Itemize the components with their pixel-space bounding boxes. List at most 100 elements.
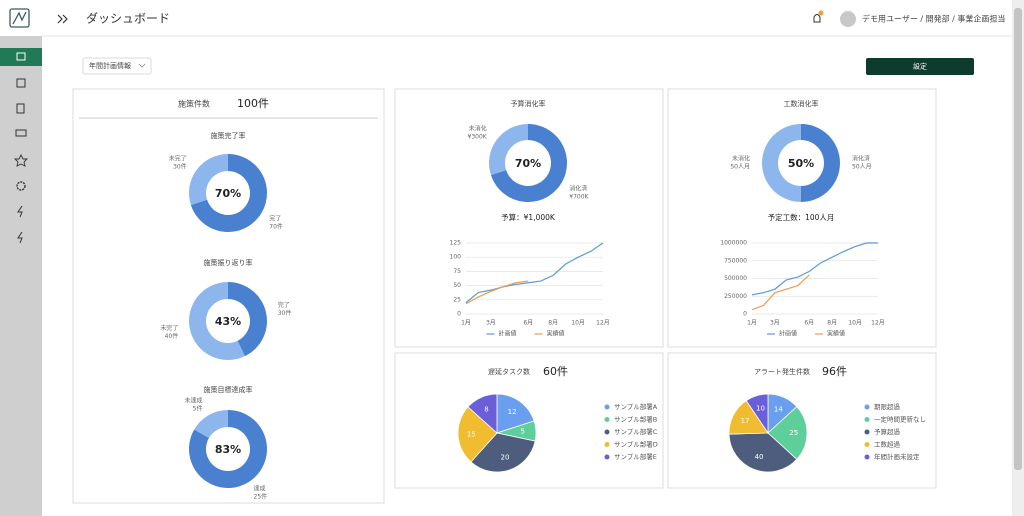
expand-icon[interactable] xyxy=(57,14,68,24)
panel-subtitle: 予算：¥1,000K xyxy=(501,212,556,222)
panel-total: 100件 xyxy=(237,97,269,110)
segment-name: 未完了 xyxy=(169,155,187,163)
segment-label: 50人月 xyxy=(730,164,750,171)
line-series xyxy=(465,242,604,304)
donut-segment xyxy=(194,410,228,438)
y-tick-label: 25 xyxy=(453,296,461,303)
segment-label: 30件 xyxy=(278,309,292,317)
nav-icon[interactable] xyxy=(17,231,23,244)
bell-icon[interactable] xyxy=(813,14,821,23)
x-tick-label: 10月 xyxy=(848,320,862,327)
segment-name: 未完了 xyxy=(160,324,178,332)
segment-label: 5件 xyxy=(193,404,203,412)
x-tick-label: 12月 xyxy=(596,320,610,327)
y-tick-label: 250000 xyxy=(724,293,747,300)
panel-title: 遅延タスク数 xyxy=(488,367,530,376)
notification-badge xyxy=(818,10,824,16)
legend-label: サンプル部署E xyxy=(614,452,657,461)
legend-label: 実績値 xyxy=(827,330,845,338)
legend-dot xyxy=(864,404,870,410)
legend-label: サンプル部署C xyxy=(614,427,658,436)
panel-total: 60件 xyxy=(543,365,568,378)
segment-name: 完了 xyxy=(278,301,290,309)
segment-name: 達成 xyxy=(254,485,266,493)
select-box[interactable] xyxy=(82,57,152,75)
donut-center: 83% xyxy=(215,443,241,456)
donut-center: 70% xyxy=(215,187,241,200)
panel-title: 施策件数 xyxy=(178,99,210,109)
select-chevron xyxy=(138,63,146,68)
y-tick-label: 100 xyxy=(450,254,462,261)
y-tick-label: 0 xyxy=(457,311,461,318)
x-tick-label: 10月 xyxy=(571,320,585,327)
legend-label: 実績値 xyxy=(547,330,565,338)
nav-icon[interactable] xyxy=(13,153,29,167)
panel-total: 96件 xyxy=(822,365,847,378)
slice-label: 14 xyxy=(774,405,783,413)
segment-name: 未消化 xyxy=(469,125,487,133)
legend-label: サンプル部署B xyxy=(614,415,657,424)
logo-mark xyxy=(12,11,27,25)
user-info: デモ用ユーザー / 開発部 / 事業企画担当 xyxy=(862,14,1005,24)
pie-slice xyxy=(496,393,535,434)
nav-active[interactable] xyxy=(0,48,42,66)
logo[interactable] xyxy=(9,8,30,28)
legend-dot xyxy=(864,429,870,435)
donut-center: 70% xyxy=(515,157,541,170)
slice-label: 5 xyxy=(520,428,524,436)
line-series xyxy=(751,242,878,296)
legend-label: 年間計画未設定 xyxy=(874,452,920,461)
slice-label: 40 xyxy=(755,453,764,461)
nav-icon[interactable] xyxy=(17,205,23,218)
slice-label: 12 xyxy=(508,408,517,416)
nav-icon[interactable] xyxy=(16,78,26,88)
legend-dot xyxy=(864,442,870,447)
donut-segment xyxy=(762,124,801,202)
y-tick-label: 0 xyxy=(743,311,747,318)
slice-label: 8 xyxy=(484,405,488,413)
x-tick-label: 3月 xyxy=(486,320,496,327)
legend-label: サンプル部署A xyxy=(614,402,658,411)
legend-label: サンプル部署D xyxy=(614,440,658,449)
y-tick-label: 750000 xyxy=(724,257,747,264)
donut-segment xyxy=(228,282,267,357)
line-series xyxy=(751,274,810,311)
scrollbar-thumb[interactable] xyxy=(1014,8,1022,470)
x-tick-label: 6月 xyxy=(804,320,814,327)
segment-label: ¥700K xyxy=(569,193,589,200)
donut-center: 43% xyxy=(215,315,241,328)
settings-button[interactable] xyxy=(866,58,974,75)
segment-label: 70件 xyxy=(269,222,283,230)
panel-subtitle: 予定工数：100人月 xyxy=(768,212,835,222)
donut-title: 施策目標達成率 xyxy=(204,385,253,394)
settings-button-label: 設定 xyxy=(913,62,927,71)
nav-icon[interactable] xyxy=(15,129,27,137)
donut-segment xyxy=(490,124,567,203)
slice-label: 17 xyxy=(741,417,750,425)
legend-label: 計画値 xyxy=(499,330,517,338)
donut-segment xyxy=(188,410,267,488)
slice-label: 15 xyxy=(467,430,476,438)
y-tick-label: 1000000 xyxy=(720,240,747,247)
legend-label: 一定時間更新なし xyxy=(874,415,926,424)
legend-dot xyxy=(604,417,610,422)
legend-dot xyxy=(864,454,870,460)
segment-label: 25件 xyxy=(254,493,268,501)
user-avatar[interactable] xyxy=(840,11,856,27)
pie-slice xyxy=(470,432,536,473)
line-series xyxy=(465,280,529,305)
panel-title: アラート発生件数 xyxy=(754,367,810,376)
nav-icon[interactable] xyxy=(16,103,25,114)
x-tick-label: 12月 xyxy=(871,320,885,327)
segment-name: 消化済 xyxy=(569,184,587,192)
y-tick-label: 125 xyxy=(450,240,462,247)
donut-title: 施策完了率 xyxy=(211,131,246,140)
y-tick-label: 50 xyxy=(453,282,461,289)
x-tick-label: 1月 xyxy=(747,320,757,327)
slice-label: 10 xyxy=(756,404,765,412)
nav-icon[interactable] xyxy=(16,181,26,191)
legend-label: 予算超過 xyxy=(874,427,901,436)
nav-icon xyxy=(16,52,26,61)
